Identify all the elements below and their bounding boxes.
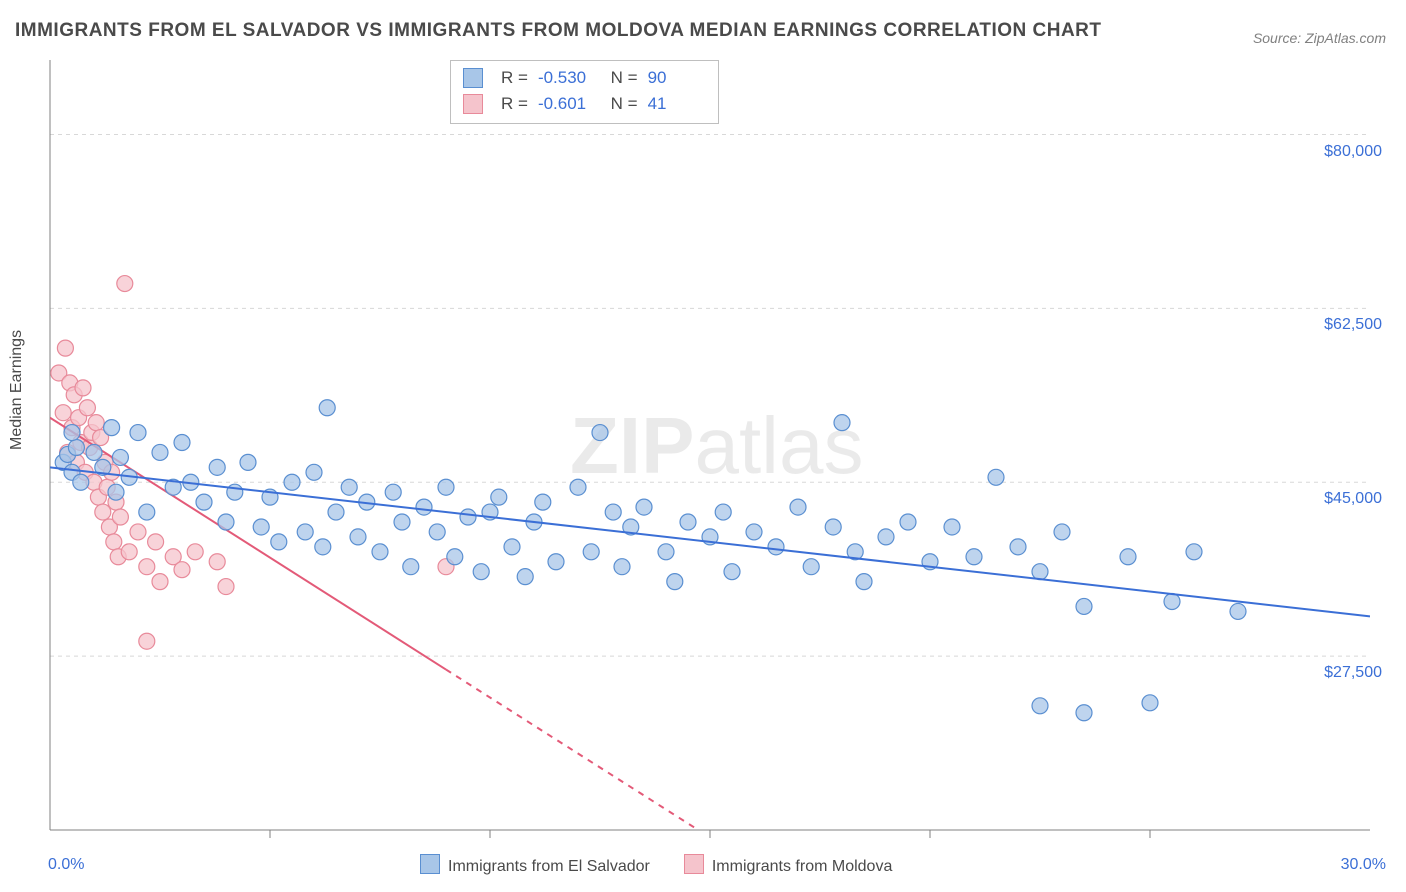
legend-label-1: Immigrants from El Salvador — [448, 858, 650, 875]
legend-swatch-1 — [463, 68, 483, 88]
legend-item-2: Immigrants from Moldova — [684, 854, 893, 876]
x-axis-min-label: 0.0% — [48, 856, 84, 874]
y-tick-label: $80,000 — [1324, 143, 1382, 161]
legend-item-1: Immigrants from El Salvador — [420, 854, 650, 876]
y-tick-label: $27,500 — [1324, 664, 1382, 682]
n-label: N = — [606, 65, 638, 91]
series-legend: Immigrants from El Salvador Immigrants f… — [420, 854, 892, 876]
scatter-chart — [0, 0, 1406, 892]
correlation-legend: R = -0.530 N = 90 R = -0.601 N = 41 — [450, 60, 719, 124]
legend-row-series-2: R = -0.601 N = 41 — [463, 91, 706, 117]
legend-label-2: Immigrants from Moldova — [712, 858, 893, 875]
x-axis-max-label: 30.0% — [1341, 856, 1386, 874]
r-value-1: -0.530 — [538, 65, 596, 91]
legend-swatch-moldova — [684, 854, 704, 874]
legend-row-series-1: R = -0.530 N = 90 — [463, 65, 706, 91]
y-tick-label: $62,500 — [1324, 316, 1382, 334]
y-tick-label: $45,000 — [1324, 490, 1382, 508]
legend-swatch-elsalvador — [420, 854, 440, 874]
n-value-1: 90 — [648, 65, 706, 91]
n-value-2: 41 — [648, 91, 706, 117]
r-label: R = — [501, 65, 528, 91]
r-value-2: -0.601 — [538, 91, 596, 117]
r-label: R = — [501, 91, 528, 117]
n-label: N = — [606, 91, 638, 117]
legend-swatch-2 — [463, 94, 483, 114]
